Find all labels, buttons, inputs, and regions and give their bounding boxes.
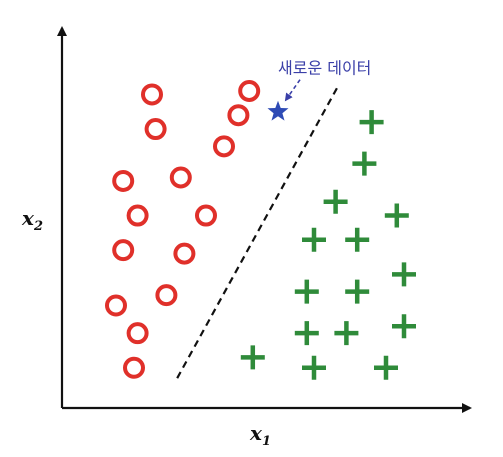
- plus-point: [392, 314, 416, 339]
- annotation-label: 새로운 데이터: [278, 59, 371, 78]
- circle-point: [195, 204, 217, 227]
- circle-point: [155, 284, 178, 307]
- star-point: [267, 100, 289, 121]
- circle-point: [112, 239, 135, 262]
- annotation-arrow: [284, 79, 301, 102]
- circle-point: [169, 166, 192, 189]
- decision-boundary: [176, 83, 341, 379]
- plus-point: [323, 189, 348, 214]
- circle-point: [112, 169, 135, 192]
- circle-point: [126, 204, 149, 227]
- circle-point: [227, 104, 250, 127]
- plus-point: [359, 110, 384, 135]
- plus-point: [240, 345, 265, 370]
- plus-point: [334, 321, 359, 346]
- x-axis-label: x1: [249, 421, 271, 449]
- plus-point: [374, 355, 398, 380]
- circle-point: [141, 83, 163, 106]
- circle-point: [173, 242, 196, 265]
- y-axis-label: x2: [21, 206, 43, 234]
- plus-point: [384, 203, 409, 228]
- circle-point: [126, 322, 149, 345]
- plus-point: [294, 321, 319, 346]
- circle-point: [238, 79, 261, 102]
- plus-point: [392, 262, 416, 287]
- plus-point: [294, 279, 319, 304]
- plus-point: [345, 227, 370, 252]
- circle-point: [144, 118, 167, 141]
- circle-point: [105, 294, 127, 317]
- plus-point: [302, 355, 326, 380]
- plus-point: [302, 227, 326, 252]
- plus-point: [345, 279, 370, 304]
- circle-point: [213, 135, 235, 158]
- circle-point: [123, 356, 145, 379]
- plus-point: [352, 151, 377, 176]
